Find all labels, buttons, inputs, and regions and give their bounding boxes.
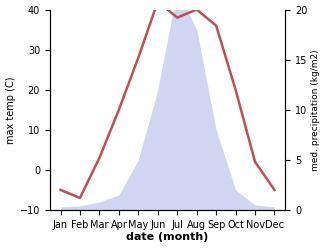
Y-axis label: med. precipitation (kg/m2): med. precipitation (kg/m2) [311, 49, 320, 171]
X-axis label: date (month): date (month) [126, 232, 209, 243]
Y-axis label: max temp (C): max temp (C) [6, 76, 16, 144]
